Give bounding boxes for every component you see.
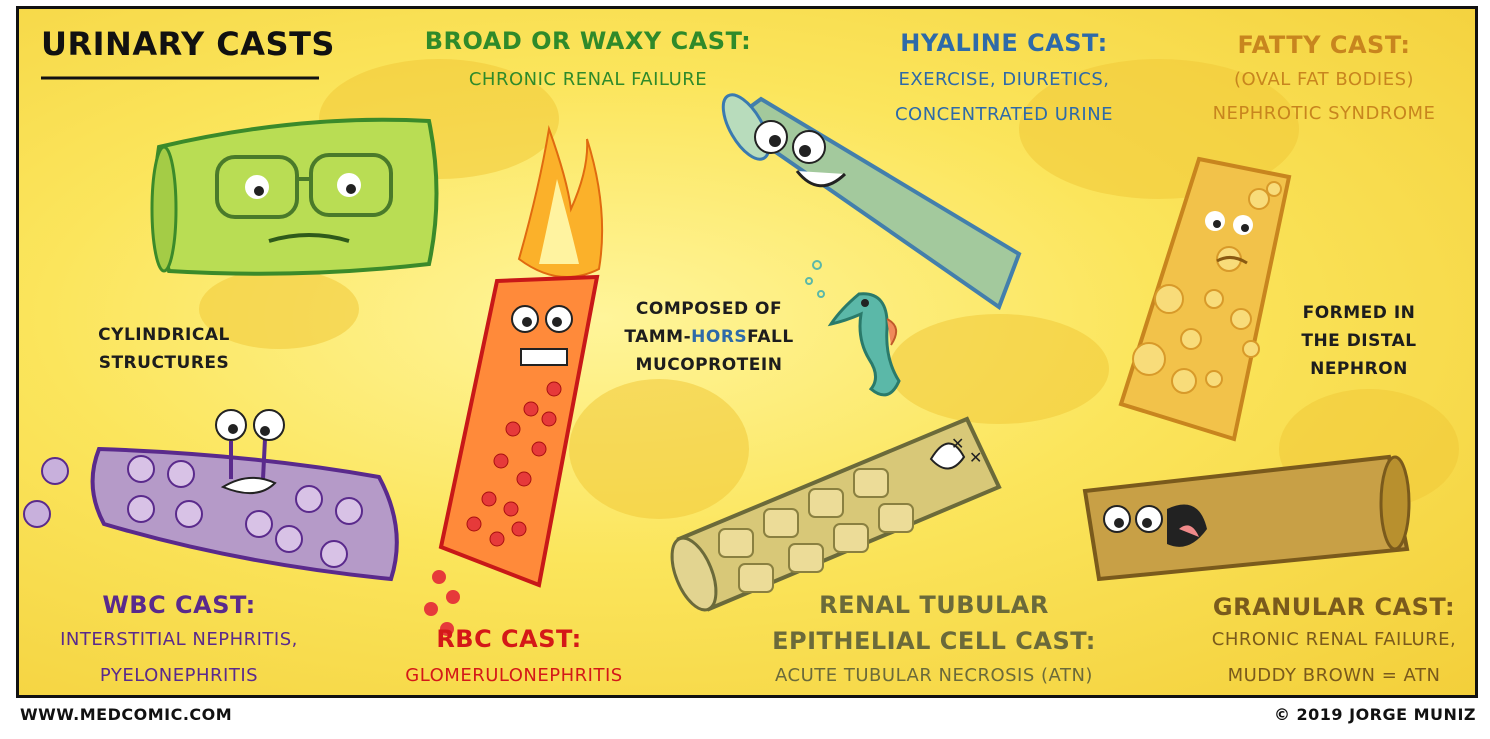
fatty-cast-character [1118, 156, 1292, 442]
hyaline-cast-desc-1: EXERCISE, DIURETICS, [898, 69, 1110, 90]
svg-text:✕: ✕ [969, 448, 982, 467]
svg-text:✕: ✕ [951, 434, 964, 453]
renal-cast-name-1: RENAL TUBULAR [819, 591, 1049, 619]
fatty-cast-desc-2: NEPHROTIC SYNDROME [1212, 103, 1436, 124]
renal-cast-desc: ACUTE TUBULAR NECROSIS (ATN) [775, 665, 1093, 686]
composed-note-3: MUCOPROTEIN [635, 355, 783, 375]
hyaline-cast-character [721, 93, 1022, 311]
formed-note-1: FORMED IN [1302, 303, 1416, 323]
granular-cast-character [1082, 454, 1411, 582]
rbc-cast-character-on-fire [424, 125, 604, 636]
composed-note-2-horse: HORS [691, 327, 748, 347]
cylindrical-note-1: CYLINDRICAL [98, 325, 230, 345]
broad-cast-name: BROAD OR WAXY CAST: [424, 27, 752, 55]
hyaline-cast-name: HYALINE CAST: [900, 29, 1108, 57]
page-title: URINARY CASTS [41, 25, 335, 63]
seahorse-icon [805, 260, 901, 397]
composed-note-2-post: FALL [747, 327, 794, 347]
formed-note-2: THE DISTAL [1301, 331, 1417, 351]
rbc-cast-name: RBC CAST: [436, 625, 582, 653]
broad-cast-desc: CHRONIC RENAL FAILURE [468, 69, 708, 90]
renal-tubular-cast-character: ✕ ✕ [670, 416, 1002, 612]
granular-cast-desc-1: CHRONIC RENAL FAILURE, [1211, 629, 1457, 650]
rbc-cast-desc: GLOMERULONEPHRITIS [405, 665, 623, 686]
hyaline-cast-desc-2: CONCENTRATED URINE [894, 104, 1114, 125]
footer-copyright: © 2019 JORGE MUNIZ [1273, 705, 1476, 724]
fatty-cast-desc-1: (OVAL FAT BODIES) [1233, 69, 1415, 90]
waxy-cast-character [150, 117, 439, 276]
fatty-cast-name: FATTY CAST: [1237, 31, 1411, 59]
formed-note-3: NEPHRON [1310, 359, 1408, 379]
illustration-layer: ✕ ✕ [23, 59, 1459, 636]
granular-cast-desc-2: MUDDY BROWN = ATN [1227, 665, 1441, 686]
comic-panel: ✕ ✕ URINARY CASTS BROAD OR WAXY CAST: CH… [16, 6, 1478, 698]
composed-note-1: COMPOSED OF [635, 299, 783, 319]
cylindrical-note-2: STRUCTURES [98, 353, 230, 373]
granular-cast-name: GRANULAR CAST: [1212, 593, 1456, 621]
wbc-cast-character [23, 409, 399, 582]
wbc-cast-desc-1: INTERSTITIAL NEPHRITIS, [60, 629, 298, 650]
wbc-cast-desc-2: PYELONEPHRITIS [99, 665, 259, 686]
composed-note-2: TAMM-HORSFALL [609, 327, 809, 347]
wbc-cast-name: WBC CAST: [102, 591, 256, 619]
footer-website-link[interactable]: WWW.MEDCOMIC.COM [20, 705, 233, 724]
composed-note-2-pre: TAMM- [624, 327, 692, 347]
renal-cast-name-2: EPITHELIAL CELL CAST: [772, 627, 1096, 655]
